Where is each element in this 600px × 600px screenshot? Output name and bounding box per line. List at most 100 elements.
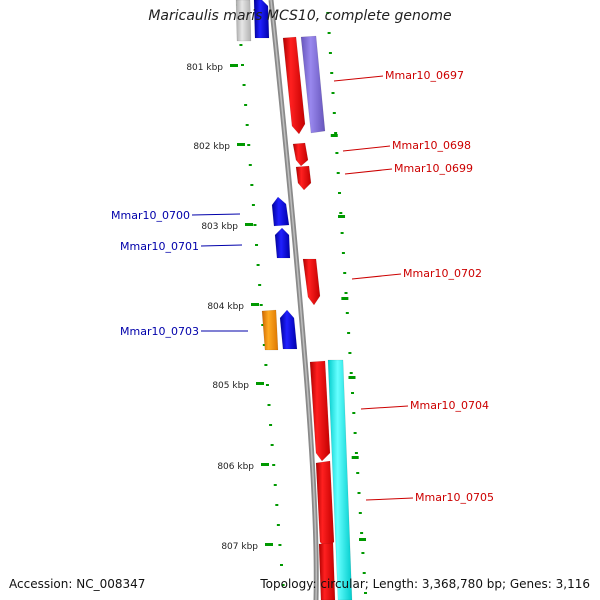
label-connector: [351, 273, 402, 280]
gc-dot: [326, 12, 330, 14]
ruler-tick-label: 801 kbp: [186, 63, 223, 73]
ruler-tick: [256, 382, 264, 385]
gc-dot: [251, 204, 255, 206]
ruler-tick-label: 806 kbp: [217, 462, 254, 472]
gc-dot: [272, 464, 276, 466]
gc-dot: [344, 292, 348, 294]
gc-dot: [327, 32, 331, 34]
ruler-tick-label: 802 kbp: [193, 142, 230, 152]
gc-dot: [341, 252, 345, 254]
gene-features: [235, 0, 353, 600]
gene-mmar10-0700: [271, 196, 290, 227]
gc-dot: [361, 552, 365, 554]
page-title: Maricaulis maris MCS10, complete genome: [148, 8, 452, 24]
gc-dot: [330, 72, 334, 74]
gene-label-right: Mmar10_0705: [415, 491, 494, 504]
gc-dot: [259, 304, 263, 306]
gc-dot: [352, 412, 356, 414]
gc-dot: [360, 532, 364, 534]
gc-dot: [278, 544, 282, 546]
gc-dot: [364, 592, 368, 594]
label-connector: [365, 497, 414, 501]
gene-mmar10-0702: [302, 258, 321, 306]
gc-dot: [279, 564, 283, 566]
ruler-tick: [230, 64, 238, 67]
ruler-tick: [251, 303, 259, 306]
gc-dash: [330, 134, 338, 137]
gc-dot: [338, 192, 342, 194]
ruler-tick-label: 807 kbp: [221, 542, 258, 552]
gc-dot: [275, 504, 279, 506]
accession-text: Accession: NC_008347: [9, 577, 146, 591]
gc-dot: [270, 444, 274, 446]
gene-label-right: Mmar10_0698: [392, 139, 471, 152]
gc-dash: [359, 538, 367, 541]
gene-grey: [235, 0, 252, 42]
gc-dot: [240, 64, 244, 66]
gc-dot: [261, 324, 265, 326]
gc-dot: [354, 452, 358, 454]
gene-mmar10-0701: [274, 227, 291, 259]
gene-mmar10-0704: [309, 360, 331, 462]
gc-dot: [262, 344, 266, 346]
gene-label-left: Mmar10_0701: [120, 240, 199, 253]
gene-purple-0697: [300, 35, 326, 134]
gc-dot: [331, 92, 335, 94]
gene-mmar10-0699: [295, 165, 312, 191]
backbone-highlight: [270, 0, 318, 600]
gc-dot: [351, 392, 355, 394]
topology-text: Topology: circular; Length: 3,368,780 bp…: [260, 577, 590, 591]
gc-dot: [357, 492, 361, 494]
gene-mmar10-0705: [315, 460, 335, 549]
gc-dot: [340, 232, 344, 234]
gc-dot: [339, 212, 343, 214]
gc-dot: [245, 124, 249, 126]
gc-dot: [362, 572, 366, 574]
gc-dot: [265, 384, 269, 386]
gc-dot: [336, 172, 340, 174]
gc-dot: [347, 332, 351, 334]
gene-label-right: Mmar10_0697: [385, 69, 464, 82]
gc-dot: [269, 424, 273, 426]
gc-dot: [247, 144, 251, 146]
ruler-tick-label: 804 kbp: [207, 302, 244, 312]
label-connector: [333, 75, 384, 82]
gc-dot: [242, 84, 246, 86]
gc-dot: [353, 432, 357, 434]
ruler-tick-label: 805 kbp: [212, 381, 249, 391]
ruler-ticks: 801 kbp 802 kbp 803 kbp 804 kbp 805 kbp 806 k…: [186, 63, 273, 552]
gc-dot: [328, 52, 332, 54]
gc-dot: [255, 244, 259, 246]
gc-dot: [358, 512, 362, 514]
ruler-tick-label: 803 kbp: [201, 222, 238, 232]
gc-dot: [239, 44, 243, 46]
gc-dash: [338, 215, 346, 218]
gene-label-left: Mmar10_0703: [120, 325, 199, 338]
gc-dot: [258, 284, 262, 286]
label-connector: [360, 405, 409, 410]
gene-label-right: Mmar10_0702: [403, 267, 482, 280]
gc-dot: [343, 272, 347, 274]
gc-dots: [236, 4, 368, 594]
gc-dot: [356, 472, 360, 474]
gc-dot: [281, 584, 285, 586]
gc-dot: [264, 364, 268, 366]
gc-dash: [341, 297, 349, 300]
gc-dot: [273, 484, 277, 486]
label-connector: [344, 168, 393, 175]
gc-dot: [335, 152, 339, 154]
gene-labels: Mmar10_0700 Mmar10_0701 Mmar10_0703 Mmar10_…: [111, 69, 494, 504]
label-connector: [191, 213, 241, 216]
gene-mmar10-0698: [292, 142, 309, 167]
genome-backbone: [268, 0, 319, 600]
gc-dot: [345, 312, 349, 314]
gene-label-right: Mmar10_0699: [394, 162, 473, 175]
gc-dot: [332, 112, 336, 114]
gc-dash: [348, 376, 356, 379]
ruler-tick: [237, 143, 245, 146]
gc-dot: [349, 372, 353, 374]
gc-dot: [253, 224, 257, 226]
gene-red-bottom: [318, 542, 336, 600]
gc-dot: [256, 264, 260, 266]
